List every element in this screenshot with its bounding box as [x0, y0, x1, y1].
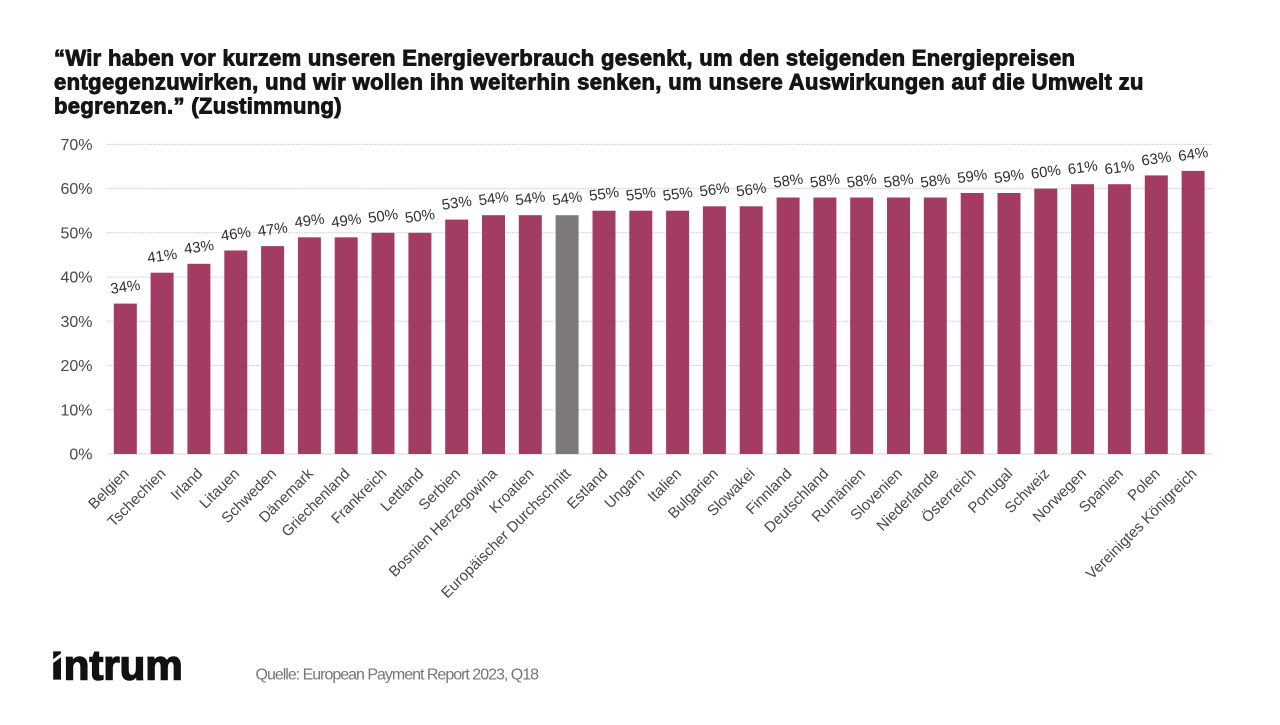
svg-text:20%: 20% — [60, 358, 92, 375]
svg-text:59%: 59% — [993, 166, 1025, 187]
svg-text:53%: 53% — [441, 193, 473, 214]
svg-text:55%: 55% — [625, 184, 657, 205]
svg-text:56%: 56% — [698, 179, 730, 200]
svg-text:0%: 0% — [69, 447, 92, 464]
svg-text:59%: 59% — [956, 166, 988, 187]
svg-text:55%: 55% — [588, 184, 620, 205]
svg-text:10%: 10% — [60, 402, 92, 419]
svg-text:58%: 58% — [919, 171, 951, 192]
svg-text:56%: 56% — [735, 179, 767, 200]
svg-text:entgegenzuwirken, und wir woll: entgegenzuwirken, und wir wollen ihn wei… — [54, 70, 1144, 95]
svg-text:30%: 30% — [60, 314, 92, 331]
svg-text:50%: 50% — [404, 206, 436, 227]
svg-text:60%: 60% — [1030, 162, 1062, 183]
svg-text:49%: 49% — [330, 210, 362, 231]
svg-text:ntrum: ntrum — [64, 642, 183, 689]
svg-text:“Wir haben vor kurzem unseren: “Wir haben vor kurzem unseren Energiever… — [54, 46, 1075, 71]
svg-text:Quelle: European Payment Repor: Quelle: European Payment Report 2023, Q1… — [256, 667, 540, 684]
svg-text:50%: 50% — [60, 225, 92, 242]
svg-text:46%: 46% — [220, 224, 252, 245]
svg-text:64%: 64% — [1177, 144, 1209, 165]
svg-text:70%: 70% — [60, 137, 92, 154]
svg-text:63%: 63% — [1140, 149, 1172, 170]
svg-text:58%: 58% — [809, 171, 841, 192]
svg-text:begrenzen.” (Zustimmung): begrenzen.” (Zustimmung) — [54, 94, 342, 119]
svg-text:41%: 41% — [146, 246, 178, 267]
svg-text:55%: 55% — [662, 184, 694, 205]
svg-text:49%: 49% — [293, 210, 325, 231]
svg-text:58%: 58% — [846, 171, 878, 192]
svg-text:61%: 61% — [1103, 157, 1135, 178]
svg-text:61%: 61% — [1067, 157, 1099, 178]
svg-text:54%: 54% — [478, 188, 510, 209]
svg-text:47%: 47% — [257, 219, 289, 240]
svg-text:54%: 54% — [551, 188, 583, 209]
svg-text:60%: 60% — [60, 181, 92, 198]
svg-text:40%: 40% — [60, 270, 92, 287]
svg-text:43%: 43% — [183, 237, 215, 258]
svg-text:34%: 34% — [109, 277, 141, 298]
svg-text:58%: 58% — [883, 171, 915, 192]
svg-text:54%: 54% — [514, 188, 546, 209]
svg-text:58%: 58% — [772, 171, 804, 192]
svg-text:50%: 50% — [367, 206, 399, 227]
